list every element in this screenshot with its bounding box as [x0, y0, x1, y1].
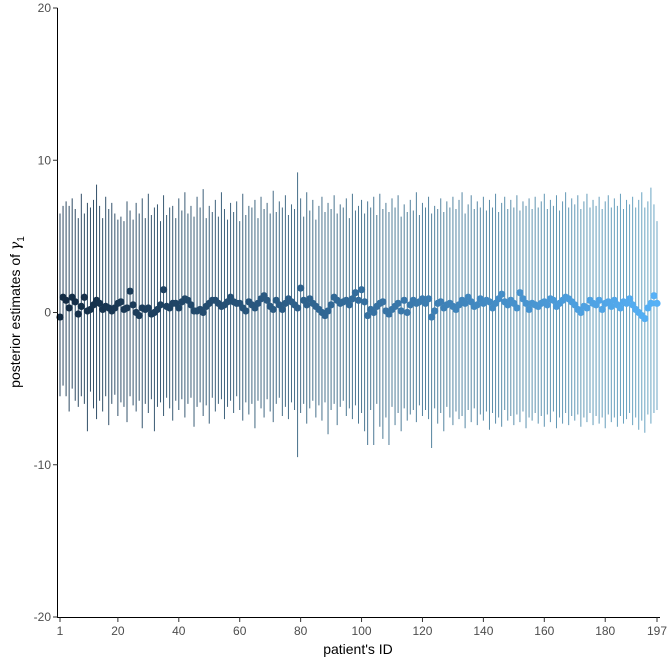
data-point — [71, 298, 79, 306]
data-point — [175, 304, 183, 312]
data-point — [56, 313, 64, 321]
data-point — [397, 307, 405, 315]
data-point — [345, 301, 353, 309]
data-point — [327, 301, 335, 309]
data-point — [80, 293, 88, 301]
data-point — [513, 304, 521, 312]
x-axis-title: patient's ID — [323, 641, 393, 657]
y-axis-title-symbol: γ — [8, 241, 24, 250]
y-tick-label: -20 — [34, 610, 52, 624]
x-axis-ticks: 1 20 40 60 80 100 120 140 160 180 197 — [57, 617, 667, 638]
data-point — [117, 298, 125, 306]
x-tick-label: 197 — [647, 624, 667, 638]
data-point — [650, 292, 658, 300]
x-tick-label: 160 — [534, 624, 554, 638]
x-tick-label: 100 — [352, 624, 372, 638]
data-point — [62, 296, 70, 304]
data-point — [156, 301, 165, 309]
data-point — [485, 298, 494, 306]
data-point — [357, 286, 366, 294]
data-point — [403, 308, 411, 317]
data-point — [324, 307, 332, 315]
data-point — [278, 305, 286, 314]
y-axis-ticks: 20 10 0 -10 -20 — [34, 1, 58, 624]
data-point — [625, 295, 634, 303]
data-point — [379, 298, 387, 306]
data-point — [354, 296, 363, 304]
data-point — [293, 304, 302, 312]
data-point — [65, 304, 73, 312]
x-tick-label: 40 — [172, 624, 186, 638]
data-point — [577, 308, 585, 317]
data-point — [543, 301, 551, 309]
x-tick-label: 120 — [412, 624, 432, 638]
x-tick-label: 180 — [595, 624, 615, 638]
y-tick-label: 10 — [38, 153, 52, 167]
data-point — [364, 311, 372, 320]
data-point — [123, 304, 131, 312]
data-point — [424, 295, 433, 303]
data-point — [394, 299, 402, 307]
data-point — [95, 299, 104, 307]
data-point — [522, 299, 530, 307]
x-tick-label: 20 — [111, 624, 125, 638]
data-point — [360, 298, 369, 306]
data-point — [549, 296, 558, 304]
data-point — [297, 284, 305, 292]
data-point — [616, 304, 625, 312]
data-point — [473, 301, 481, 309]
data-point — [144, 304, 152, 312]
data-point — [242, 307, 250, 315]
data-point — [348, 295, 357, 303]
x-tick-label: 80 — [294, 624, 308, 638]
y-tick-label: 20 — [38, 1, 52, 15]
data-point — [199, 308, 207, 317]
data-point — [498, 290, 506, 298]
data-point — [159, 286, 168, 294]
data-point — [77, 302, 85, 311]
data-point — [641, 314, 649, 323]
data-point — [263, 296, 271, 304]
data-points — [56, 284, 661, 323]
y-axis-title: posterior estimates of γ1 — [7, 236, 27, 388]
data-point — [400, 296, 408, 304]
data-point — [269, 305, 277, 314]
y-tick-label: -10 — [34, 458, 52, 472]
data-point — [428, 313, 436, 321]
data-point — [461, 299, 469, 307]
data-point — [595, 296, 603, 304]
x-tick-label: 60 — [233, 624, 247, 638]
data-point — [516, 289, 524, 297]
data-point — [437, 298, 445, 306]
x-tick-label: 1 — [57, 624, 64, 638]
data-point — [74, 310, 82, 318]
data-point — [135, 311, 143, 320]
data-point — [583, 304, 591, 312]
data-point — [431, 307, 439, 315]
y-axis-title-text: posterior estimates of — [7, 250, 23, 388]
data-point — [607, 302, 615, 311]
data-point — [653, 299, 661, 307]
data-point — [129, 301, 137, 309]
data-point — [303, 301, 311, 309]
data-point — [351, 289, 360, 297]
y-tick-label: 0 — [44, 306, 51, 320]
data-point — [370, 308, 378, 317]
data-point — [598, 305, 606, 314]
y-axis-title-subscript: 1 — [16, 236, 27, 242]
x-tick-label: 140 — [473, 624, 493, 638]
data-point — [525, 305, 533, 314]
data-point — [647, 299, 655, 307]
data-point — [187, 301, 195, 309]
data-point — [126, 287, 134, 295]
